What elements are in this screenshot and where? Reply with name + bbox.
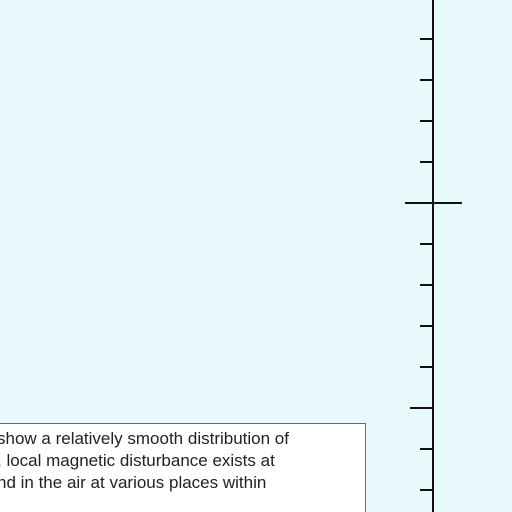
caption-line-3: nd in the air at various places within [0, 473, 267, 492]
caption-line-2: , local magnetic disturbance exists at [0, 451, 275, 470]
caption-line-1: show a relatively smooth distribution of [0, 429, 289, 448]
caption-text-box: show a relatively smooth distribution of… [0, 423, 366, 512]
